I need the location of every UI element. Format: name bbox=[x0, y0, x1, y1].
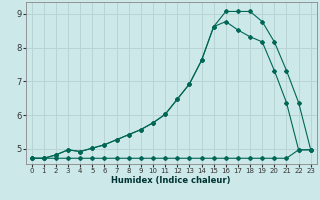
X-axis label: Humidex (Indice chaleur): Humidex (Indice chaleur) bbox=[111, 176, 231, 185]
